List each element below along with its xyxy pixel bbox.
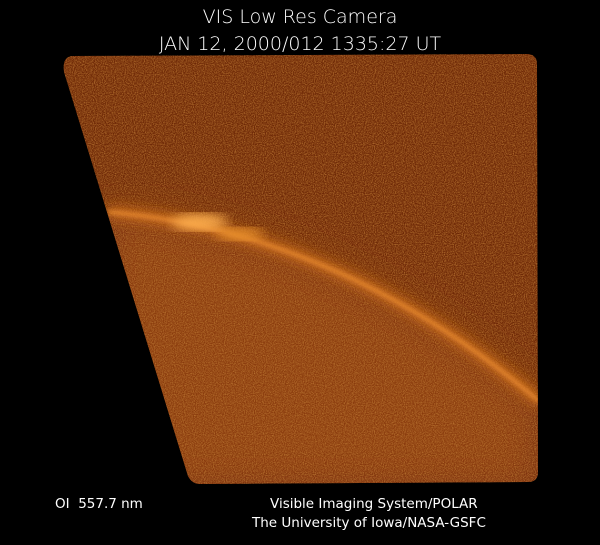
auroral-spot: [172, 214, 228, 230]
timestamp: JAN 12, 2000/012 1335:27 UT: [159, 33, 442, 55]
filter-label: OI 557.7 nm: [55, 496, 143, 512]
limb-line: [107, 210, 539, 404]
auroral-spot: [216, 228, 264, 240]
institution-label: The University of Iowa/NASA-GSFC: [251, 515, 486, 531]
image-frame: [63, 54, 539, 484]
instrument-label: Visible Imaging System/POLAR: [270, 496, 478, 512]
title: VIS Low Res Camera: [203, 6, 398, 28]
